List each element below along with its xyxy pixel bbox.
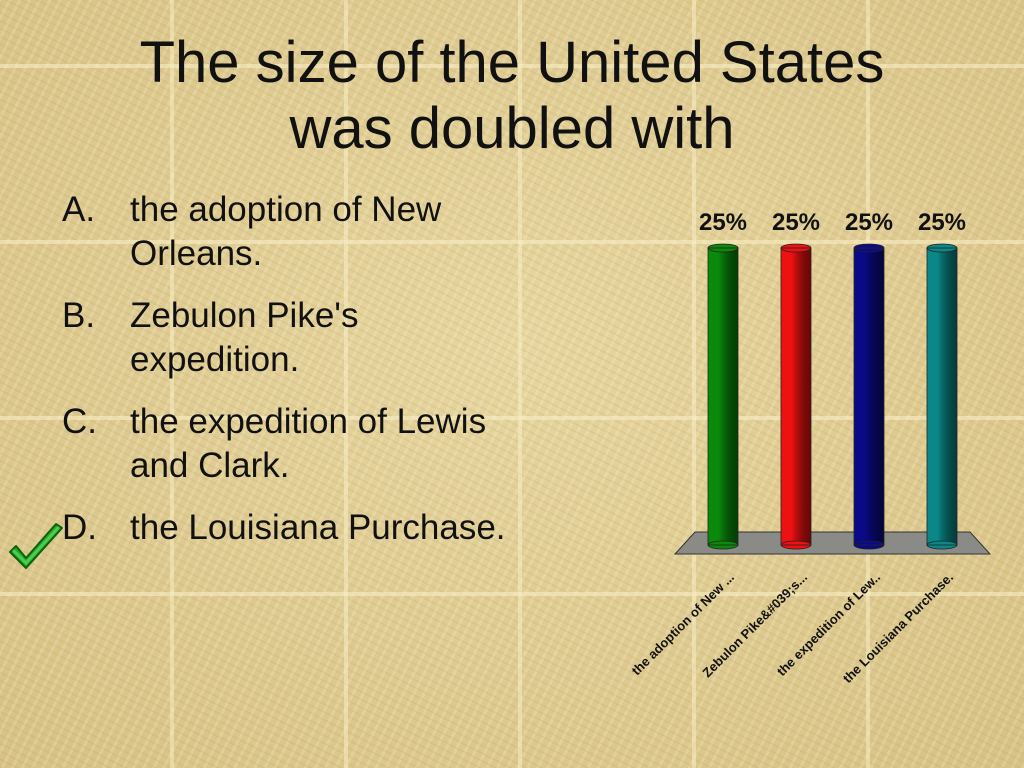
title-line-1: The size of the United States — [139, 30, 885, 95]
chart-bar — [780, 243, 812, 550]
chart-data-label: 25% — [918, 209, 966, 236]
answer-list: A. the adoption of New Orleans. B. Zebul… — [62, 188, 512, 568]
answer-option-d[interactable]: D. the Louisiana Purchase. — [62, 506, 512, 550]
answer-text: the expedition of Lewis and Clark. — [130, 402, 487, 485]
answer-letter: B. — [62, 296, 96, 335]
answer-letter: D. — [62, 508, 97, 547]
answer-letter: C. — [62, 402, 97, 441]
checkmark-icon — [9, 523, 63, 569]
title-line-2: was doubled with — [289, 96, 735, 161]
answer-text: Zebulon Pike's expedition. — [130, 296, 359, 379]
answer-option-a[interactable]: A. the adoption of New Orleans. — [62, 188, 512, 276]
chart-tick-labels: the adoption of New ...Zebulon Pike&#039… — [628, 570, 956, 686]
chart-data-label: 25% — [845, 209, 893, 236]
answer-text: the Louisiana Purchase. — [130, 508, 506, 547]
chart-data-label: 25% — [699, 209, 747, 236]
answer-letter: A. — [62, 190, 96, 229]
chart-bar — [707, 243, 739, 550]
chart-bar — [853, 243, 885, 550]
response-chart: 25% 25% 25% 25% the adoption of New ...Zebu… — [628, 209, 992, 686]
chart-data-labels: 25% 25% 25% 25% — [699, 209, 966, 236]
answer-option-b[interactable]: B. Zebulon Pike's expedition. — [62, 294, 512, 382]
chart-bars — [707, 243, 958, 550]
answer-text: the adoption of New Orleans. — [130, 190, 442, 273]
chart-data-label: 25% — [772, 209, 820, 236]
slide-title: The size of the United States was double… — [40, 30, 984, 162]
answer-option-c[interactable]: C. the expedition of Lewis and Clark. — [62, 400, 512, 488]
chart-bar — [926, 243, 958, 550]
